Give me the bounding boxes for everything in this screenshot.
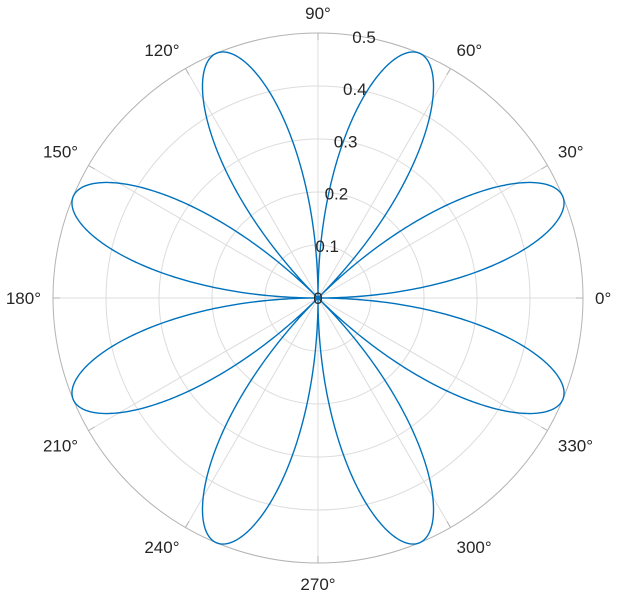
theta-grid-line (88, 165, 319, 299)
theta-grid-line (317, 165, 548, 299)
theta-grid-line (88, 297, 319, 431)
theta-tick-label: 300° (457, 538, 492, 557)
r-tick-label: 0.5 (352, 28, 376, 47)
theta-tick-label: 180° (6, 289, 41, 308)
theta-tick-mark (185, 68, 190, 75)
r-grid-circle (264, 244, 372, 352)
r-tick-label: 0.1 (315, 237, 339, 256)
theta-tick-label: 90° (305, 4, 331, 23)
r-grid-circle (105, 85, 531, 511)
r-tick-label: 0 (313, 289, 322, 308)
rose-curve (71, 51, 565, 545)
theta-tick-mark (541, 426, 548, 431)
polar-labels: 0° 30° 60° 90° 120° 150° 180° 210° 240° 270° 300° 3… (6, 4, 611, 594)
r-tick-label: 0.4 (343, 80, 367, 99)
r-grid-circle (211, 191, 425, 405)
theta-grid-line (317, 297, 548, 431)
theta-tick-mark (446, 68, 451, 75)
theta-tick-label: 270° (300, 575, 335, 594)
theta-tick-label: 60° (457, 41, 483, 60)
theta-grid-line (185, 68, 319, 299)
theta-tick-mark (446, 521, 451, 528)
theta-grid-line (317, 297, 451, 528)
theta-tick-label: 330° (558, 437, 593, 456)
r-tick-label: 0.3 (334, 132, 358, 151)
theta-tick-mark (88, 165, 95, 170)
polar-grid (52, 32, 584, 564)
theta-tick-label: 150° (43, 143, 78, 162)
theta-grid-line (317, 68, 451, 299)
theta-tick-label: 0° (595, 289, 611, 308)
theta-tick-label: 30° (558, 143, 584, 162)
theta-tick-mark (541, 165, 548, 170)
theta-tick-label: 120° (144, 41, 179, 60)
r-grid-circle (158, 138, 478, 458)
theta-tick-label: 210° (43, 437, 78, 456)
theta-tick-label: 240° (144, 538, 179, 557)
theta-tick-mark (88, 426, 95, 431)
theta-grid-line (185, 297, 319, 528)
r-tick-label: 0.2 (325, 185, 349, 204)
theta-tick-mark (185, 521, 190, 528)
